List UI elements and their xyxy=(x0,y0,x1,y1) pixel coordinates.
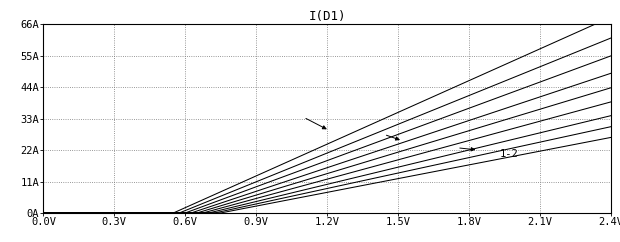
Title: I(D1): I(D1) xyxy=(308,10,346,23)
Text: 1-2: 1-2 xyxy=(500,149,518,159)
